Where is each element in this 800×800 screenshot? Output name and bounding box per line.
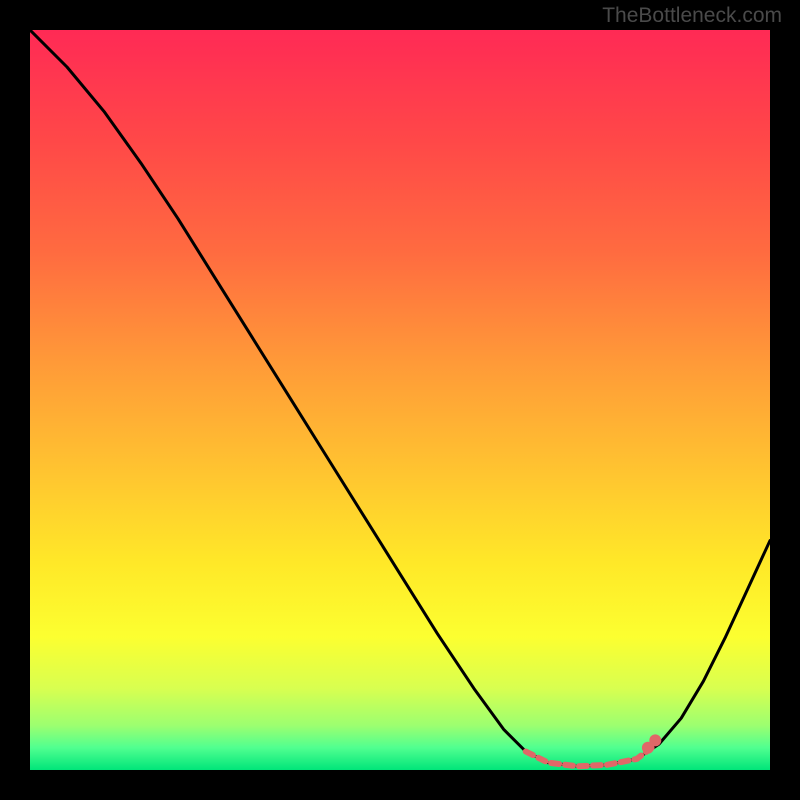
markers-group xyxy=(642,734,661,753)
curve-overlay xyxy=(30,30,770,770)
watermark-text: TheBottleneck.com xyxy=(602,4,782,28)
chart-area xyxy=(30,30,770,770)
bottleneck-curve xyxy=(30,30,770,766)
optimal-range-dashed xyxy=(526,748,652,767)
